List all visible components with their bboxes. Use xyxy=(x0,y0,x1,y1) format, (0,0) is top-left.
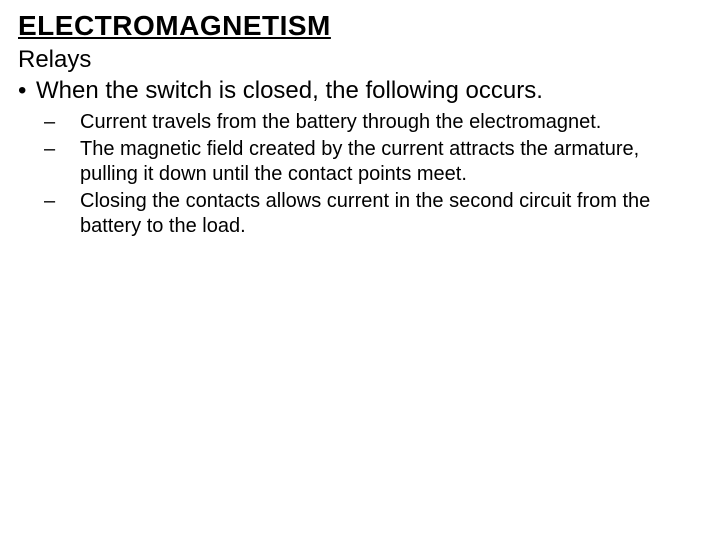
bullet-glyph: • xyxy=(18,76,36,106)
bullet-level2: –Current travels from the battery throug… xyxy=(62,110,702,135)
dash-glyph: – xyxy=(62,189,80,214)
slide-title: ELECTROMAGNETISM xyxy=(18,10,702,42)
slide-container: ELECTROMAGNETISM Relays •When the switch… xyxy=(0,0,720,540)
slide-subtitle: Relays xyxy=(18,46,702,74)
bullet-level1: •When the switch is closed, the followin… xyxy=(18,76,702,106)
bullet-text: When the switch is closed, the following… xyxy=(36,77,543,104)
dash-glyph: – xyxy=(62,110,80,135)
bullet-level2: –The magnetic field created by the curre… xyxy=(62,137,702,187)
bullet-level2: –Closing the contacts allows current in … xyxy=(62,189,702,239)
sub-text: Closing the contacts allows current in t… xyxy=(80,190,650,237)
sub-text: The magnetic field created by the curren… xyxy=(80,138,639,185)
sub-text: Current travels from the battery through… xyxy=(80,111,601,133)
dash-glyph: – xyxy=(62,137,80,162)
